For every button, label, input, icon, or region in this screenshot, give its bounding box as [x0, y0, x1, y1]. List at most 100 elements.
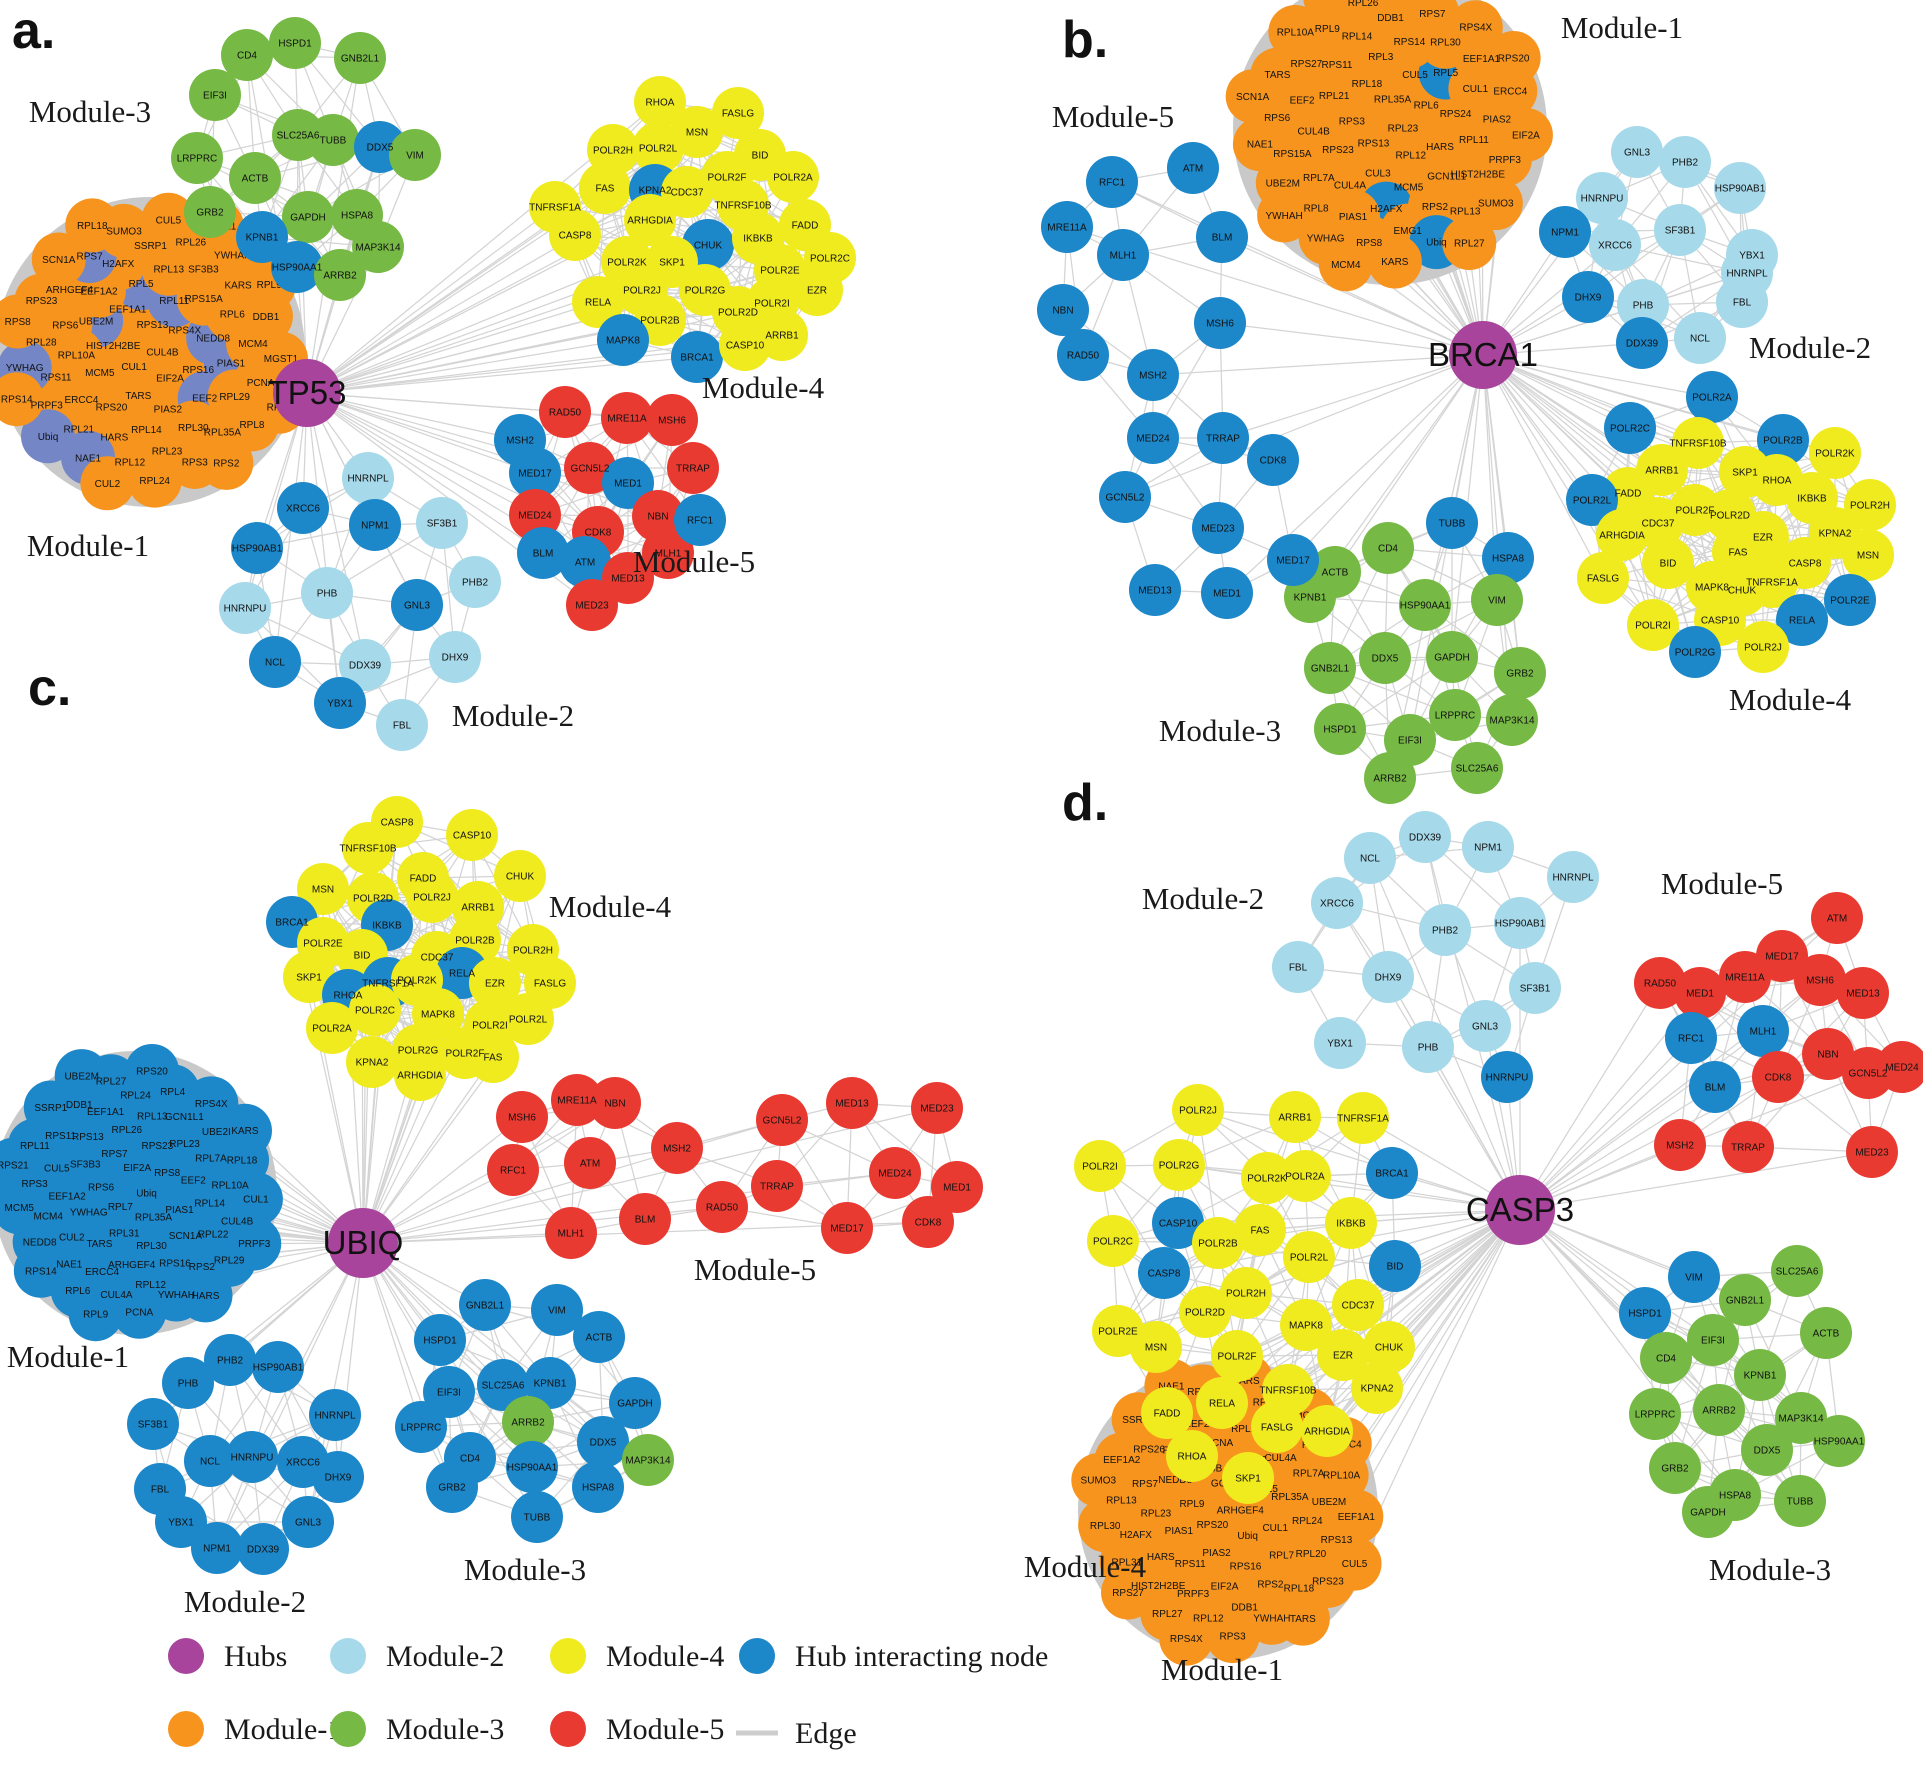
node-ATM	[1811, 892, 1863, 944]
node-MRE11A	[1719, 951, 1771, 1003]
node-label: NPM1	[203, 1544, 231, 1555]
node-label: DDB1	[1231, 1602, 1258, 1613]
node-GRB2	[184, 186, 236, 238]
node-label: NBN	[604, 1099, 625, 1110]
node-MED1	[1201, 567, 1253, 619]
node-MED1	[602, 457, 654, 509]
node-GNB2L1	[1719, 1274, 1771, 1326]
node-TRRAP	[751, 1160, 803, 1212]
node-label: TNFRSF10B	[339, 844, 397, 855]
node-FAS	[467, 1031, 519, 1083]
node-label: CASP8	[559, 231, 592, 242]
node-HNRNPU	[219, 582, 271, 634]
node-GRB2	[426, 1461, 478, 1513]
node-label: HSP90AA1	[1814, 1437, 1865, 1448]
panel-a-module-4: RHOA FASLG MSN POLR2H POLR2L BID POLR2F POLR2A F…	[529, 76, 856, 383]
node-GNB2L1	[459, 1279, 511, 1331]
node-label: ARRB2	[511, 1418, 545, 1429]
node-label: GAPDH	[617, 1399, 653, 1410]
node-MED23	[1846, 1126, 1898, 1178]
node-NCL	[1344, 832, 1396, 884]
node-label: Ubiq	[1237, 1531, 1258, 1542]
node-label: RPL24	[139, 476, 170, 487]
node-label: Ubiq	[1426, 238, 1447, 249]
node-label: HARS	[1147, 1552, 1175, 1563]
node-label: BLM	[1212, 233, 1233, 244]
node-label: SCN1A	[1236, 92, 1270, 103]
node-BRCA1	[671, 331, 723, 383]
node-YWHAH	[1257, 188, 1312, 243]
node-PHB2	[449, 556, 501, 608]
node-label: SF3B3	[188, 264, 219, 275]
node-label: RPS13	[1321, 1535, 1353, 1546]
node-label: RPS16	[182, 365, 214, 376]
node-label: HSPD1	[278, 39, 312, 50]
node-label: MCM4	[1331, 260, 1361, 271]
node-label: CHUK	[506, 872, 535, 883]
node-label: DDB1	[1377, 13, 1404, 24]
node-POLR2L	[1283, 1231, 1335, 1283]
node-label: DHX9	[442, 653, 469, 664]
node-CD4	[1362, 522, 1414, 574]
panel-letter-b: b.	[1062, 11, 1108, 69]
node-label: KPNA2	[1361, 1384, 1394, 1395]
node-BID	[1369, 1240, 1421, 1292]
node-PHB2	[1659, 136, 1711, 188]
node-label: CDK8	[1765, 1073, 1792, 1084]
node-label: SKP1	[1732, 468, 1758, 479]
node-MED13	[826, 1077, 878, 1129]
node-label: POLR2F	[446, 1049, 485, 1060]
node-label: HARS	[192, 1291, 220, 1302]
node-label: TNFRSF10B	[1259, 1386, 1317, 1397]
module-label: Module-5	[694, 1252, 816, 1287]
node-label: POLR2E	[1098, 1327, 1138, 1338]
node-UBE2M	[54, 1049, 109, 1104]
node-label: VIM	[1685, 1273, 1703, 1284]
node-label: BLM	[1705, 1083, 1726, 1094]
node-MED13	[1837, 967, 1889, 1019]
node-label: YBX1	[168, 1518, 194, 1529]
node-label: NAE1	[56, 1260, 83, 1271]
node-label: TNFRSF10B	[714, 201, 772, 212]
module-label: Module-3	[464, 1552, 586, 1587]
node-label: RPS4X	[195, 1099, 228, 1110]
node-POLR2I	[1074, 1140, 1126, 1192]
panel-a-module-5: RAD50 MRE11A MSH6 MSH2 MED17 GCN5L2 MED1 TRRAP M…	[494, 386, 726, 631]
panel-d-module-5: ATM MED17 RAD50 MRE11A MSH6 MED13 MED1 RFC1 MLH1…	[1634, 892, 1923, 1178]
node-label: DDX39	[1626, 339, 1659, 350]
node-label: RPL31	[1111, 1557, 1142, 1568]
node-MAP3K14	[1775, 1392, 1827, 1444]
panel-c-module-3: GNB2L1 VIM HSPD1 ACTB SLC25A6 KPNB1 EIF3I GAPDH…	[395, 1279, 674, 1543]
node-label: POLR2F	[708, 173, 747, 184]
node-KPNB1	[1734, 1349, 1786, 1401]
node-VIM	[389, 129, 441, 181]
node-RPS2	[199, 435, 254, 490]
node-MSH6	[1194, 297, 1246, 349]
legend-label: Hubs	[224, 1640, 287, 1673]
node-label: RPS5	[1317, 0, 1344, 3]
node-label: MSH2	[663, 1144, 691, 1155]
node-label: RPS20	[96, 402, 128, 413]
node-label: MAP3K14	[1778, 1414, 1823, 1425]
node-label: RPL21	[1319, 91, 1350, 102]
node-label: HSPA8	[1492, 554, 1524, 565]
node-label: PCNA	[1205, 1438, 1233, 1449]
node-label: POLR2K	[1815, 449, 1855, 460]
node-label: CDK8	[1260, 456, 1287, 467]
node-RPS27	[1101, 1565, 1156, 1620]
node-HNRNPU	[226, 1431, 278, 1483]
node-ARRB2	[314, 249, 366, 301]
node-label: KARS	[1381, 257, 1409, 268]
node-label: POLR2G	[685, 286, 726, 297]
node-label: TRRAP	[1731, 1143, 1765, 1154]
node-label: NCL	[265, 658, 285, 669]
node-label: EEF2	[1184, 1419, 1209, 1430]
node-MLH1	[1097, 229, 1149, 281]
node-label: RAD50	[1067, 351, 1100, 362]
node-label: CUL1	[243, 1195, 269, 1206]
node-label: ACTB	[586, 1333, 613, 1344]
node-label: H2AFX	[1120, 1530, 1153, 1541]
node-label: CUL3	[1365, 168, 1391, 179]
node-label: RPL14	[1231, 1424, 1262, 1435]
